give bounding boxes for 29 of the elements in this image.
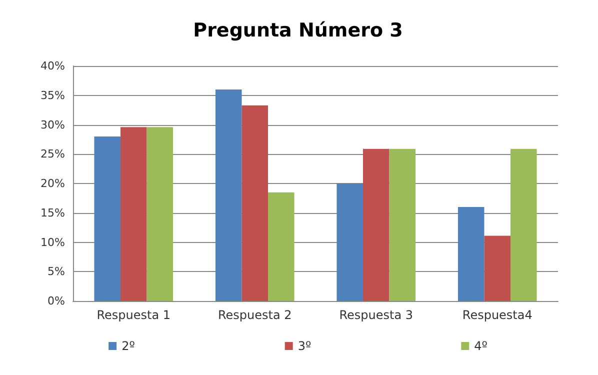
x-tick-label: Respuesta 1 bbox=[96, 308, 171, 322]
y-tick-label: 40% bbox=[40, 60, 65, 72]
bar bbox=[94, 136, 120, 301]
chart-title: Pregunta Número 3 bbox=[193, 20, 403, 42]
bar bbox=[510, 148, 537, 301]
y-tick-label: 35% bbox=[40, 88, 65, 102]
bar bbox=[362, 148, 390, 301]
y-tick-label: 30% bbox=[40, 118, 65, 132]
y-tick-label: 15% bbox=[40, 206, 65, 220]
bar bbox=[120, 127, 147, 301]
bar bbox=[389, 148, 416, 301]
bar bbox=[484, 236, 511, 301]
bar bbox=[242, 105, 268, 301]
bar bbox=[336, 184, 363, 301]
y-tick-label: 0% bbox=[48, 294, 65, 308]
bar bbox=[215, 90, 242, 301]
legend-label: 4º bbox=[474, 339, 488, 353]
x-tick-label: Respuesta 2 bbox=[218, 308, 292, 322]
y-tick-label: 20% bbox=[40, 177, 65, 190]
y-tick-label: 10% bbox=[40, 236, 65, 249]
bar bbox=[458, 207, 484, 301]
x-tick-label: Respuesta 3 bbox=[339, 308, 414, 322]
bar bbox=[268, 192, 294, 301]
y-tick-label: 5% bbox=[48, 265, 65, 278]
bar bbox=[146, 127, 174, 301]
x-tick-label: Respuesta4 bbox=[462, 308, 532, 322]
y-tick-label: 25% bbox=[40, 148, 65, 161]
legend-label: 3º bbox=[298, 339, 312, 353]
legend-label: 2º bbox=[122, 339, 136, 353]
